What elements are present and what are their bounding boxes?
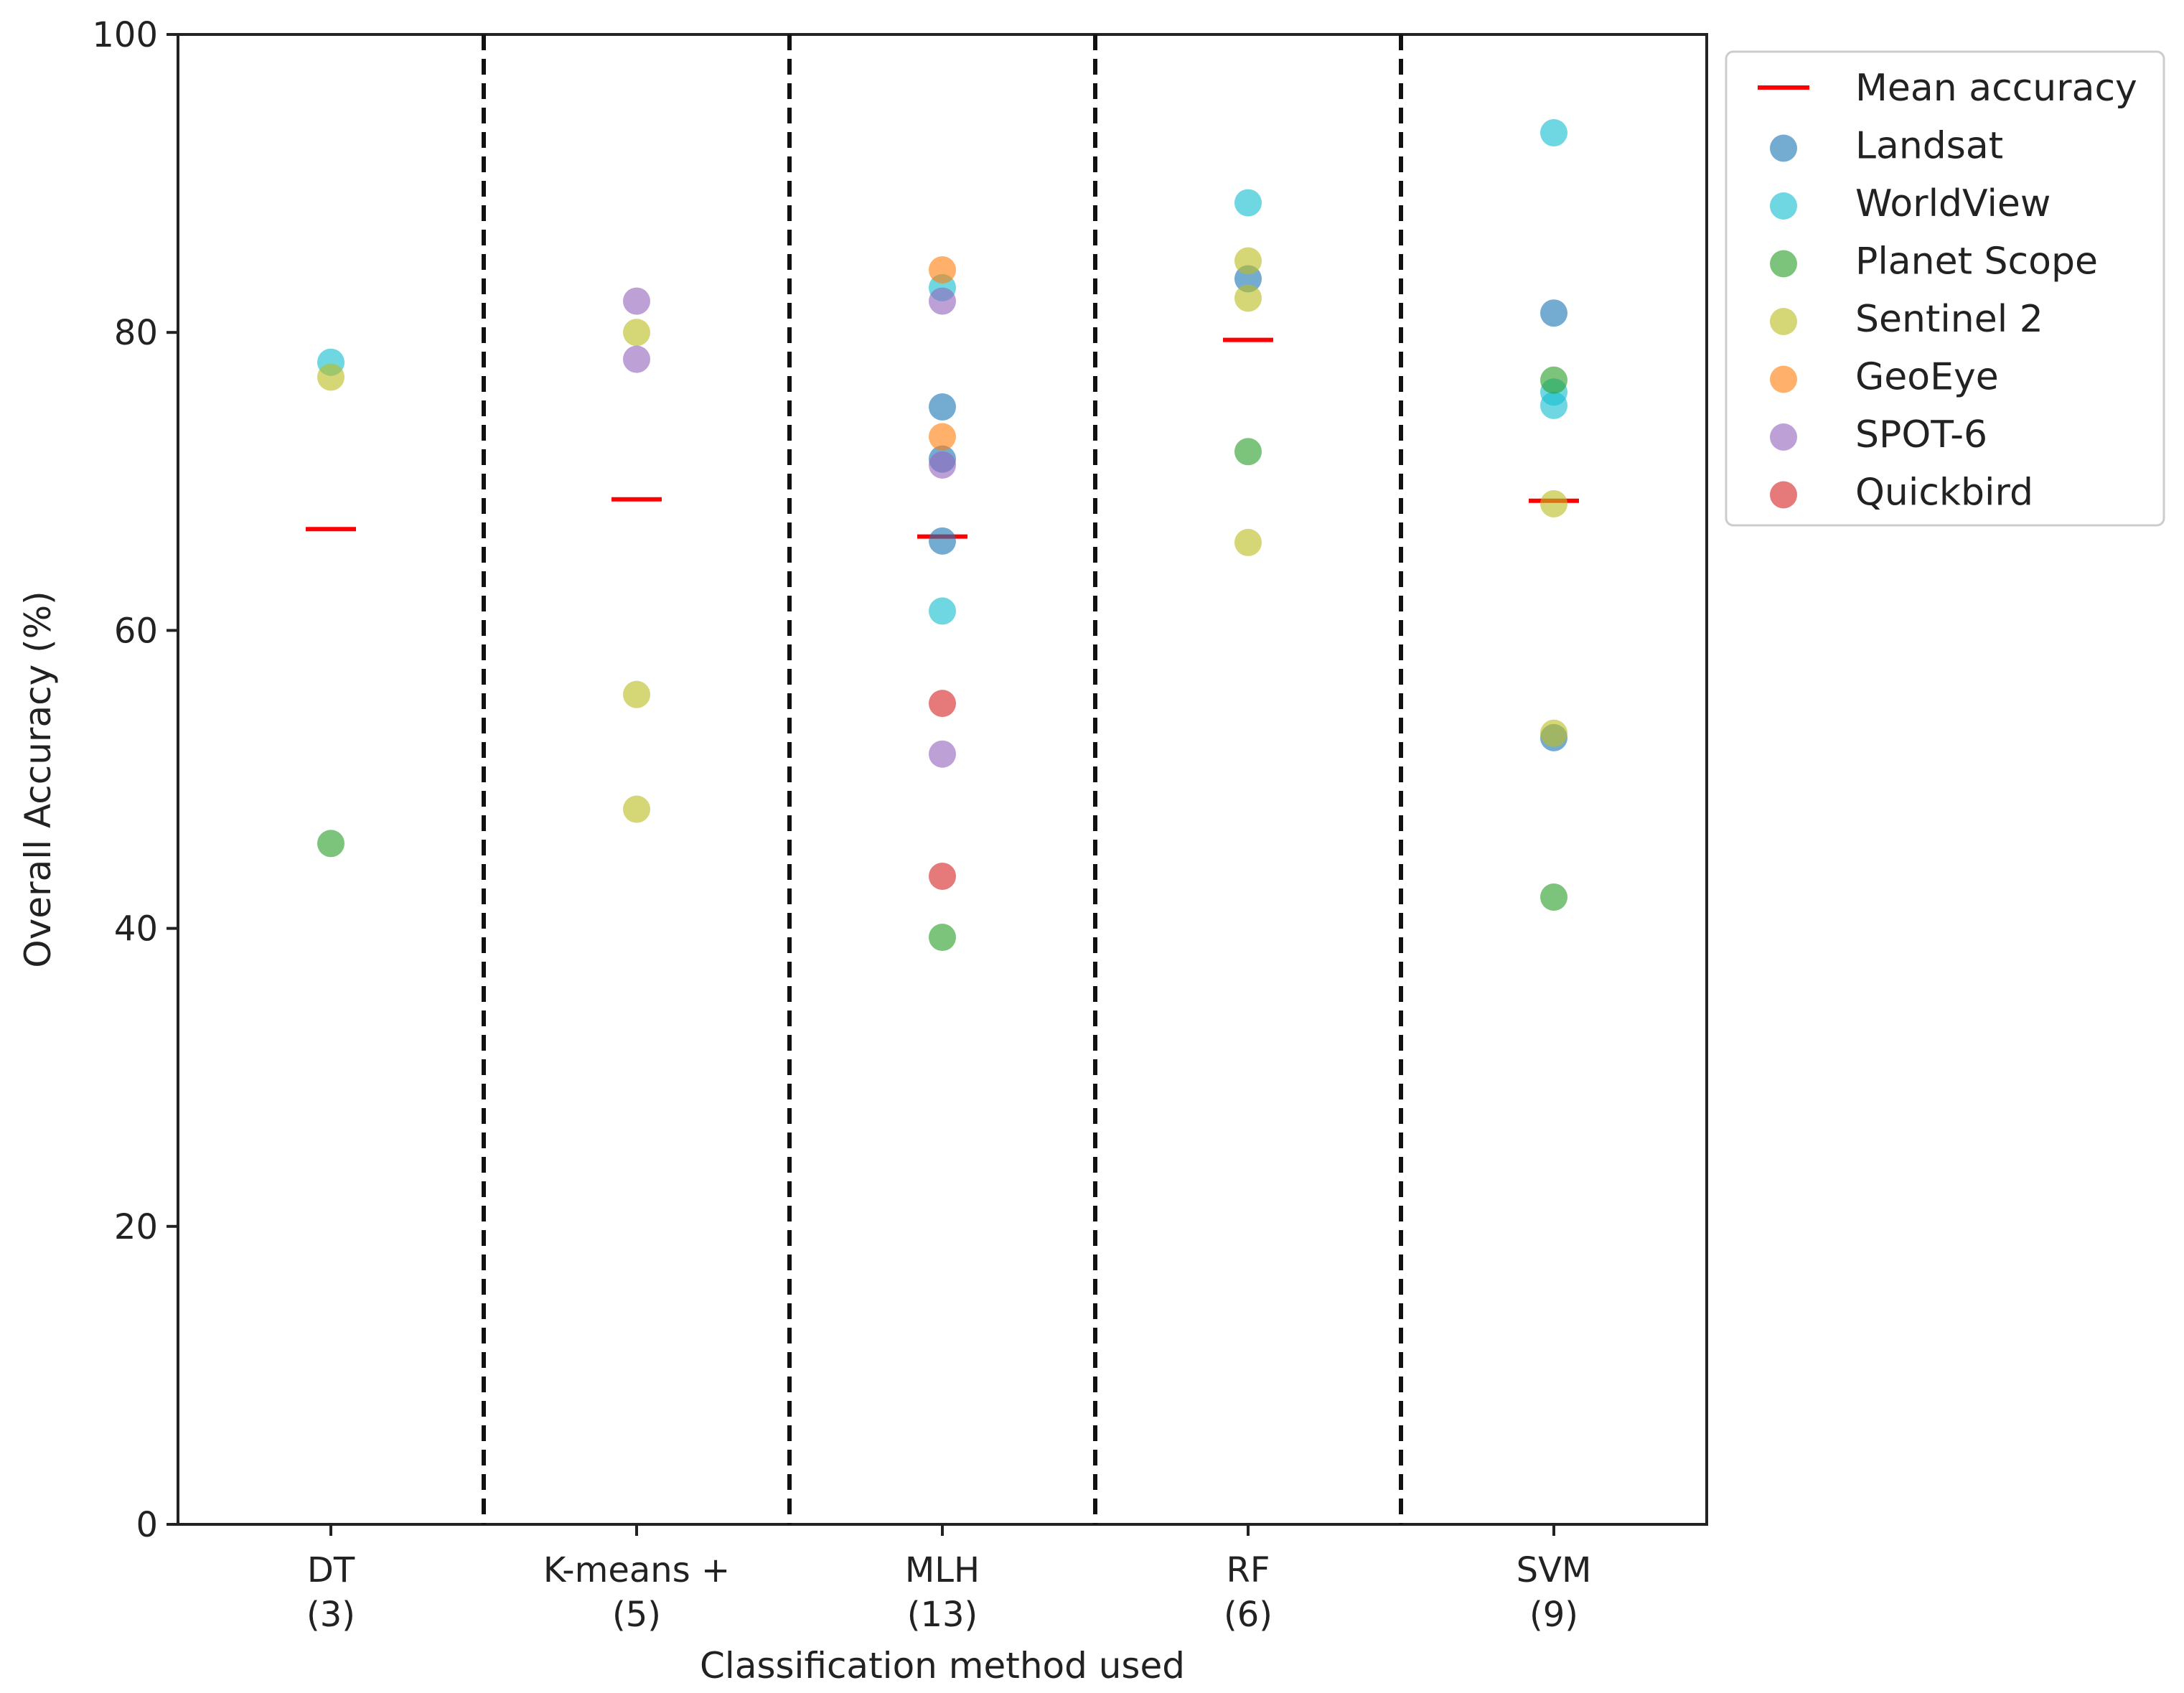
data-point-sentinel-2 — [623, 680, 650, 708]
data-point-worldview — [1234, 189, 1262, 217]
x-tick-count-label: (3) — [306, 1595, 355, 1635]
data-point-geoeye — [929, 256, 956, 284]
legend-label-sentinel-2: Sentinel 2 — [1855, 298, 2043, 341]
x-tick-count-label: (6) — [1224, 1595, 1273, 1635]
y-axis-label: Overall Accuracy (%) — [17, 591, 59, 967]
data-point-sentinel-2 — [623, 795, 650, 823]
legend-label-planet-scope: Planet Scope — [1855, 240, 2098, 283]
data-point-sentinel-2 — [1540, 719, 1567, 747]
data-point-quickbird — [929, 690, 956, 718]
y-tick-label: 0 — [136, 1505, 158, 1545]
legend-label-worldview: WorldView — [1855, 182, 2051, 225]
y-axis: 0 20 40 60 80 100 — [92, 15, 178, 1545]
data-point-geoeye — [929, 423, 956, 451]
legend-marker-geoeye — [1770, 365, 1797, 393]
x-tick-label: SVM — [1517, 1550, 1592, 1590]
data-point-landsat — [1540, 299, 1567, 327]
data-point-worldview — [1540, 391, 1567, 419]
legend-label-spot-6: SPOT-6 — [1855, 413, 1987, 456]
data-point-sentinel-2 — [1234, 284, 1262, 312]
data-point-sentinel-2 — [1540, 489, 1567, 517]
x-tick-count-label: (9) — [1529, 1595, 1578, 1635]
x-tick-label: K-means + — [543, 1550, 730, 1590]
x-tick-count-label: (13) — [907, 1595, 978, 1635]
legend-marker-landsat — [1770, 134, 1797, 162]
data-point-planet-scope — [1540, 366, 1567, 394]
data-point-planet-scope — [1540, 883, 1567, 911]
legend-marker-quickbird — [1770, 481, 1797, 509]
data-point-sentinel-2 — [317, 363, 345, 391]
data-point-planet-scope — [929, 924, 956, 952]
data-points — [317, 119, 1567, 952]
data-point-spot-6 — [929, 451, 956, 479]
y-tick-label: 80 — [114, 313, 158, 353]
legend-frame — [1725, 50, 2165, 527]
data-point-worldview — [1540, 119, 1567, 147]
y-tick-label: 100 — [92, 15, 158, 55]
y-tick-label: 20 — [114, 1207, 158, 1247]
x-tick-label: DT — [307, 1550, 355, 1590]
data-point-quickbird — [929, 862, 956, 890]
data-point-spot-6 — [929, 287, 956, 315]
legend-marker-sentinel-2 — [1770, 308, 1797, 335]
legend-marker-spot-6 — [1770, 423, 1797, 451]
category-separators — [482, 34, 1403, 1524]
data-point-spot-6 — [623, 345, 650, 373]
data-point-landsat — [929, 527, 956, 555]
data-point-planet-scope — [1234, 438, 1262, 466]
x-tick-count-label: (5) — [612, 1595, 661, 1635]
legend: Mean accuracy Landsat WorldView Planet Scop… — [1725, 50, 2165, 527]
data-point-sentinel-2 — [1234, 247, 1262, 275]
data-point-worldview — [929, 597, 956, 625]
legend-label-geoeye: GeoEye — [1855, 356, 1999, 399]
data-point-spot-6 — [623, 287, 650, 315]
data-point-sentinel-2 — [623, 319, 650, 347]
data-point-planet-scope — [317, 830, 345, 858]
data-point-spot-6 — [929, 740, 956, 768]
x-tick-label: RF — [1227, 1550, 1270, 1590]
data-point-sentinel-2 — [1234, 528, 1262, 556]
x-axis-label: Classification method used — [700, 1645, 1185, 1687]
y-tick-label: 60 — [114, 611, 158, 651]
legend-marker-worldview — [1770, 192, 1797, 220]
x-axis: DT (3) K-means + (5) MLH (13) RF (6) SVM (9) — [306, 1524, 1591, 1635]
legend-marker-planet-scope — [1770, 250, 1797, 278]
legend-label-quickbird: Quickbird — [1855, 472, 2033, 515]
x-tick-label: MLH — [905, 1550, 980, 1590]
legend-label-landsat: Landsat — [1855, 125, 2003, 168]
legend-label-mean-accuracy: Mean accuracy — [1855, 67, 2137, 110]
data-point-landsat — [929, 393, 956, 421]
y-tick-label: 40 — [114, 909, 158, 949]
